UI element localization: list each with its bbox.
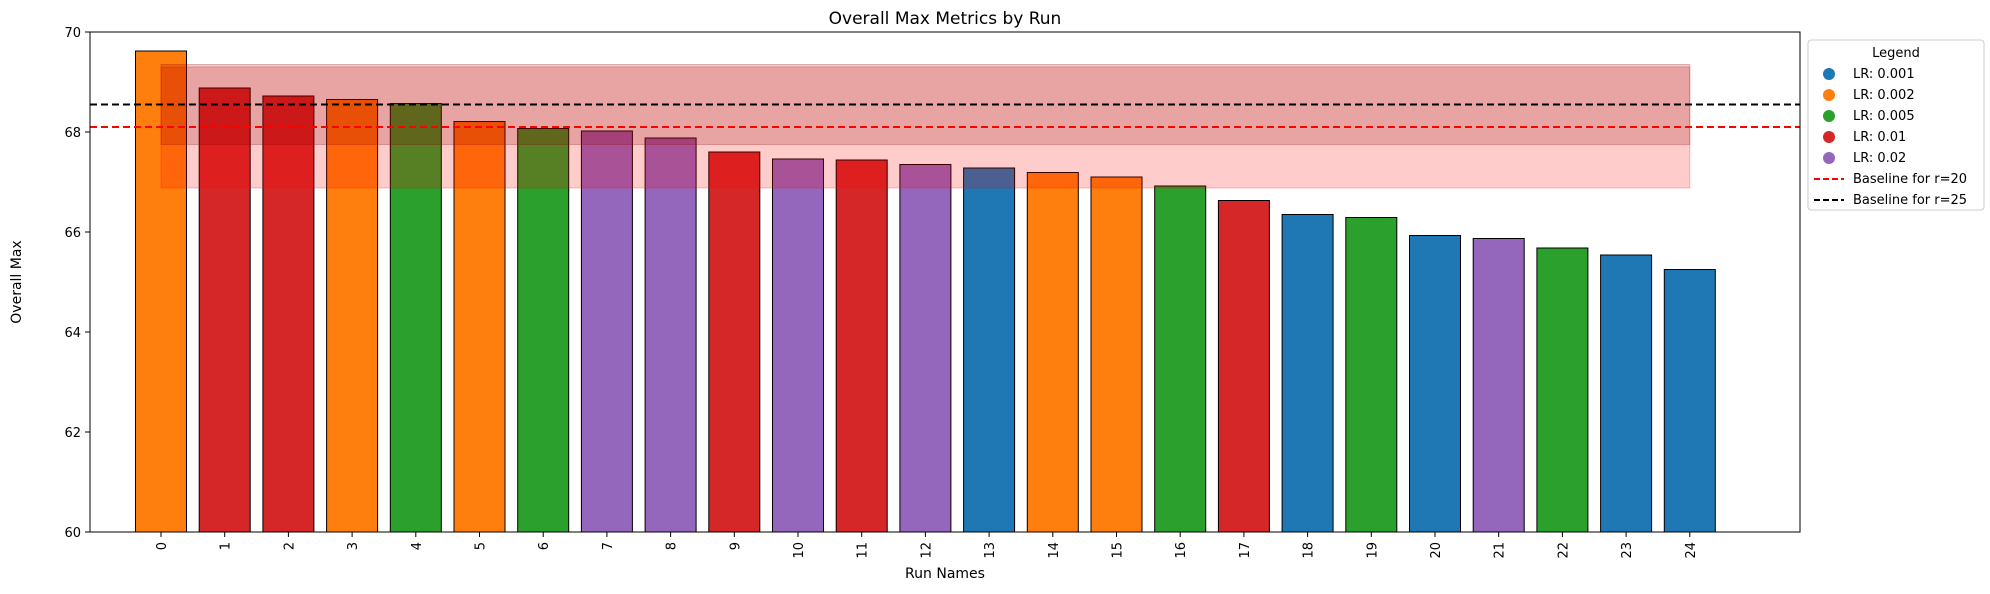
bar-run-16	[1154, 185, 1207, 533]
bar-run-3	[326, 99, 379, 533]
bar-run-12	[899, 164, 952, 533]
x-tick-label: 5	[474, 542, 489, 550]
plot-frame	[89, 31, 1801, 533]
y-tick-label: 64	[64, 326, 81, 341]
bar-run-14	[1026, 172, 1079, 533]
y-tick-label: 70	[64, 26, 81, 41]
x-tick-label: 7	[601, 542, 616, 550]
y-tick-label: 66	[64, 226, 81, 241]
bar-run-9	[708, 151, 761, 533]
x-tick-label: 19	[1365, 542, 1380, 559]
y-tick-label: 62	[64, 426, 81, 441]
x-tick-label: 12	[919, 542, 934, 559]
y-tick-label: 60	[64, 526, 81, 541]
y-axis-label: Overall Max	[9, 240, 25, 323]
x-tick-label: 8	[665, 542, 680, 550]
legend-label: LR: 0.01	[1853, 130, 1906, 145]
legend-marker	[1823, 110, 1835, 122]
legend-label: Baseline for r=20	[1853, 172, 1967, 187]
x-tick-label: 14	[1047, 542, 1062, 559]
y-tick-label: 68	[64, 126, 81, 141]
bar-run-24	[1663, 269, 1716, 533]
bar-run-22	[1536, 247, 1589, 533]
bar-run-4	[389, 103, 442, 533]
bar-run-10	[772, 158, 824, 533]
x-tick-label: 11	[856, 542, 871, 559]
bar-run-23	[1600, 254, 1653, 533]
x-tick-label: 16	[1174, 542, 1189, 559]
bar-run-2	[262, 95, 315, 533]
legend-label: Baseline for r=25	[1853, 193, 1967, 208]
bar-run-11	[835, 159, 888, 533]
baseline-lines	[90, 64, 1800, 189]
bar-run-0	[135, 50, 187, 533]
legend-label: LR: 0.02	[1853, 151, 1906, 166]
bar-run-7	[580, 130, 633, 533]
x-tick-label: 13	[983, 542, 998, 559]
legend-title: Legend	[1872, 46, 1920, 61]
x-tick-label: 17	[1238, 542, 1253, 559]
x-tick-label: 9	[728, 542, 743, 550]
bar-run-1	[198, 87, 251, 533]
bars	[135, 50, 1716, 533]
bar-run-5	[453, 121, 506, 533]
legend-box	[1807, 39, 1985, 211]
x-tick-label: 24	[1684, 542, 1699, 559]
y-axis: 60 62 64 66 68 70	[64, 26, 90, 541]
x-tick-label: 0	[155, 542, 170, 550]
chart-title: Overall Max Metrics by Run	[829, 9, 1062, 29]
legend: Legend LR: 0.001 LR: 0.002 LR: 0.005 LR: 0.0…	[1807, 39, 1985, 211]
x-axis-label: Run Names	[905, 566, 985, 582]
bar-run-8	[644, 137, 697, 533]
x-tick-label: 22	[1556, 542, 1571, 559]
bar-run-19	[1345, 217, 1398, 533]
legend-label: LR: 0.002	[1853, 88, 1915, 103]
bar-run-20	[1409, 235, 1461, 533]
x-tick-label: 18	[1302, 542, 1317, 559]
bar-run-6	[517, 128, 570, 533]
x-axis: 0 1 2 3 4 5 6 7 8 9 10 11 12 13 14 15 16 17 18 19 20 21 22 23 24	[155, 532, 1699, 559]
legend-label: LR: 0.001	[1853, 67, 1915, 82]
bar-run-18	[1281, 214, 1334, 533]
x-tick-label: 1	[219, 542, 234, 550]
x-tick-label: 2	[282, 542, 297, 550]
x-tick-label: 21	[1493, 542, 1508, 559]
x-tick-label: 6	[537, 542, 552, 550]
legend-label: LR: 0.005	[1853, 109, 1915, 124]
legend-marker	[1823, 68, 1835, 80]
x-tick-label: 10	[792, 542, 807, 559]
bar-run-15	[1090, 176, 1143, 533]
x-tick-label: 3	[346, 542, 361, 550]
bar-run-17	[1217, 200, 1270, 533]
x-tick-label: 23	[1620, 542, 1635, 559]
legend-marker	[1823, 131, 1835, 143]
legend-marker	[1823, 152, 1835, 164]
x-tick-label: 15	[1111, 542, 1126, 559]
bar-run-21	[1472, 238, 1525, 533]
legend-marker	[1823, 89, 1835, 101]
bar-run-13	[963, 167, 1016, 533]
x-tick-label: 20	[1429, 542, 1444, 559]
x-tick-label: 4	[410, 542, 425, 550]
